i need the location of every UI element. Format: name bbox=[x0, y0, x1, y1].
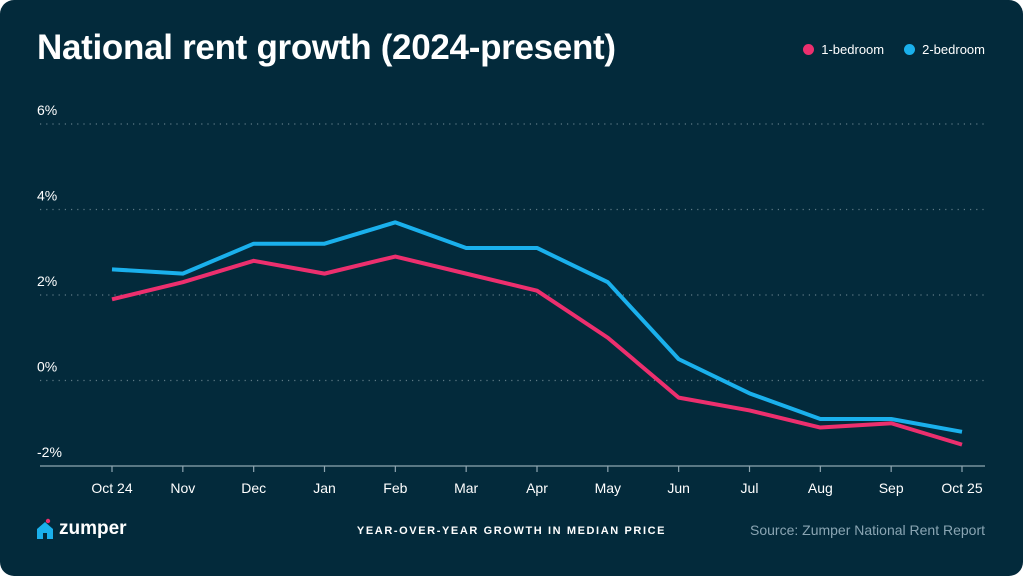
legend-dot-1-bedroom bbox=[803, 44, 815, 55]
x-tick-label: Jul bbox=[741, 480, 759, 496]
x-tick-label: Sep bbox=[879, 480, 904, 496]
x-tick-label: Oct 24 bbox=[91, 480, 132, 496]
legend: 1-bedroom 2-bedroom bbox=[803, 42, 985, 57]
x-tick-label: May bbox=[595, 480, 621, 496]
x-tick-label: Oct 25 bbox=[941, 480, 982, 496]
source-note: Source: Zumper National Rent Report bbox=[750, 522, 985, 538]
chart-title: National rent growth (2024-present) bbox=[37, 28, 616, 67]
zumper-logo: zumper bbox=[36, 518, 127, 540]
house-icon bbox=[37, 518, 53, 539]
series-line-2-bedroom bbox=[111, 220, 963, 434]
legend-item-2-bedroom: 2-bedroom bbox=[904, 42, 985, 57]
x-tick-label: Feb bbox=[383, 480, 407, 496]
legend-label: 2-bedroom bbox=[922, 42, 985, 57]
x-tick-label: Dec bbox=[241, 480, 266, 496]
x-tick-label: Nov bbox=[170, 480, 195, 496]
y-tick-label: 4% bbox=[37, 188, 57, 204]
x-tick-label: Aug bbox=[808, 480, 833, 496]
chart-subtitle: YEAR-OVER-YEAR GROWTH IN MEDIAN PRICE bbox=[356, 525, 667, 537]
y-tick-label: 2% bbox=[37, 273, 57, 289]
legend-dot-2-bedroom bbox=[904, 44, 916, 55]
series-line-1-bedroom bbox=[111, 254, 963, 447]
y-tick-label: -2% bbox=[37, 444, 62, 460]
legend-label: 1-bedroom bbox=[821, 42, 885, 57]
x-tick-label: Jun bbox=[667, 480, 690, 496]
x-tick-label: Jan bbox=[313, 480, 336, 496]
legend-item-1-bedroom: 1-bedroom bbox=[803, 42, 884, 57]
x-tick-label: Mar bbox=[454, 480, 478, 496]
y-tick-label: 6% bbox=[37, 102, 57, 118]
logo-text: zumper bbox=[59, 518, 127, 539]
x-tick-label: Apr bbox=[526, 480, 548, 496]
y-tick-label: 0% bbox=[37, 359, 57, 375]
